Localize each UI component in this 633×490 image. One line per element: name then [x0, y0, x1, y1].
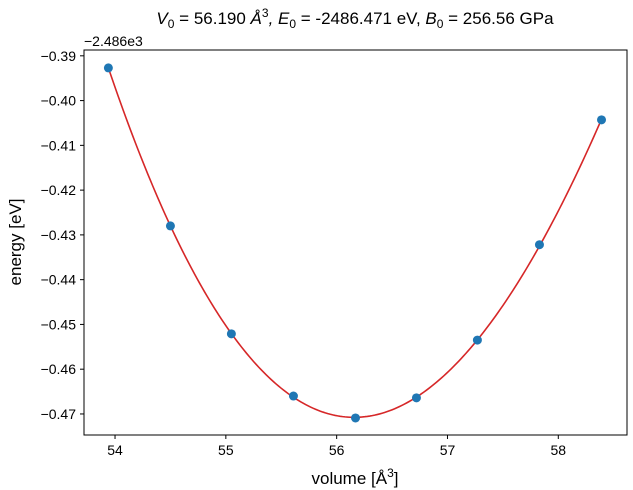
y-tick-label: −0.39	[41, 48, 77, 64]
x-tick-label: 55	[218, 442, 234, 458]
x-axis-label: volume [Å3]	[311, 466, 398, 488]
data-point	[597, 115, 607, 125]
y-tick-label: −0.45	[41, 316, 77, 332]
y-tick-label: −0.42	[41, 182, 77, 198]
data-point	[472, 335, 482, 345]
data-point	[103, 63, 113, 73]
y-tick-label: −0.44	[41, 272, 77, 288]
x-tick-label: 54	[107, 442, 123, 458]
x-tick-label: 56	[329, 442, 345, 458]
chart-title: V0 = 56.190 Å3, E0 = -2486.471 eV, B0 = …	[156, 6, 554, 31]
data-point	[411, 393, 421, 403]
x-tick-label: 57	[440, 442, 456, 458]
x-tick-label: 58	[551, 442, 567, 458]
data-point	[534, 240, 544, 250]
y-tick-label: −0.47	[41, 406, 77, 422]
y-offset-label: −2.486e3	[84, 33, 143, 49]
y-tick-label: −0.43	[41, 227, 77, 243]
y-tick-label: −0.46	[41, 361, 77, 377]
data-point	[165, 221, 175, 231]
y-tick-label: −0.41	[41, 137, 77, 153]
data-point	[351, 413, 360, 423]
data-point	[288, 391, 298, 401]
plot-frame	[83, 49, 628, 436]
y-axis-label: energy [eV]	[6, 199, 25, 286]
fit-line	[107, 67, 603, 419]
data-point	[226, 329, 236, 339]
y-tick-label: −0.40	[41, 93, 77, 109]
